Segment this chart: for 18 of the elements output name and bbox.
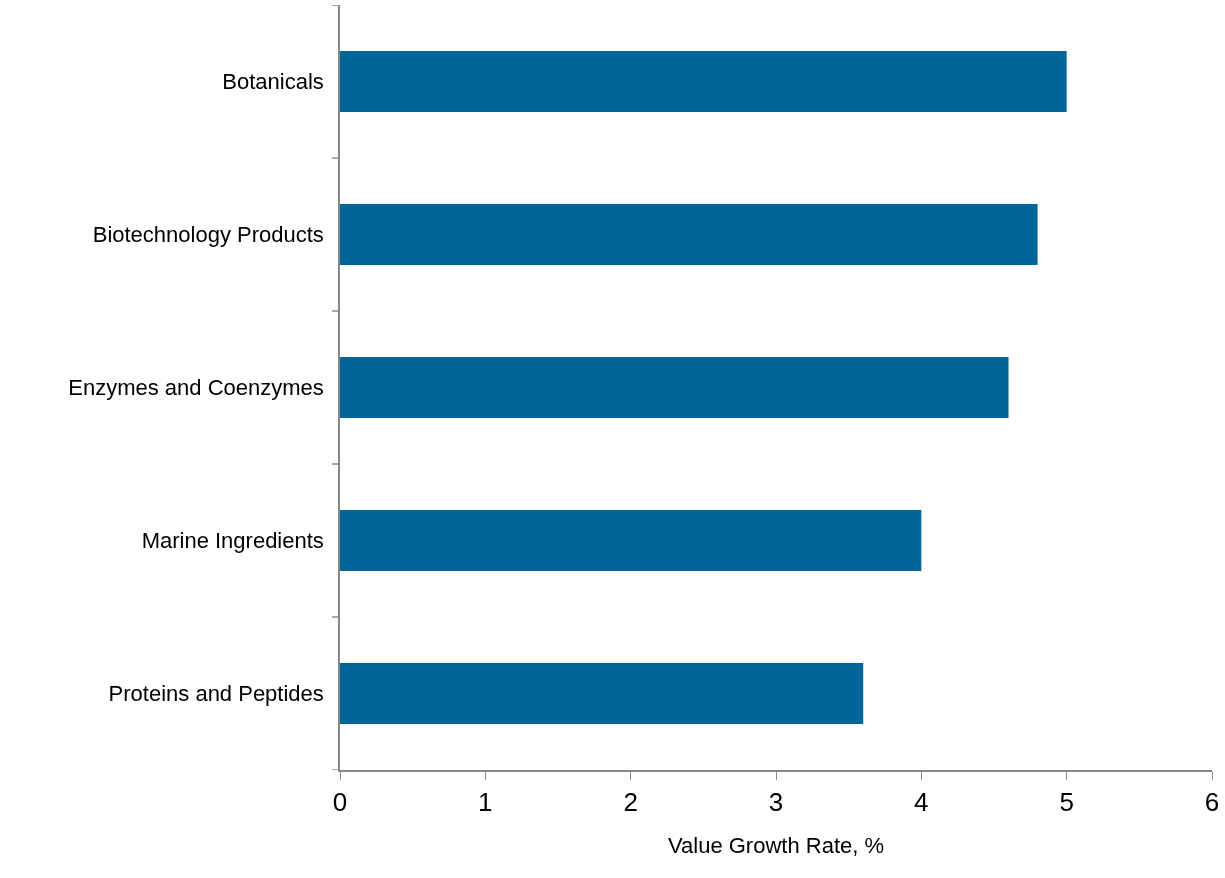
bar	[340, 203, 1038, 266]
y-tick-label: Enzymes and Coenzymes	[68, 375, 324, 401]
x-axis-title: Value Growth Rate, %	[667, 833, 885, 859]
bar	[340, 509, 922, 572]
x-tick-label: 6	[1204, 786, 1220, 817]
y-tick-label: Proteins and Peptides	[108, 681, 324, 707]
x-tick-label: 0	[332, 786, 348, 817]
x-tick-label: 3	[768, 786, 784, 817]
y-tick-label: Botanicals	[222, 69, 324, 95]
y-tick-label: Biotechnology Products	[92, 222, 324, 248]
x-tick-label: 5	[1059, 786, 1074, 817]
x-tick-label: 1	[478, 786, 493, 817]
y-tick-label: Marine Ingredients	[141, 528, 324, 554]
bar	[340, 356, 1009, 419]
bar	[340, 50, 1067, 113]
x-tick-label: 4	[914, 786, 929, 817]
x-tick-label: 2	[623, 786, 638, 817]
bar	[340, 662, 864, 725]
